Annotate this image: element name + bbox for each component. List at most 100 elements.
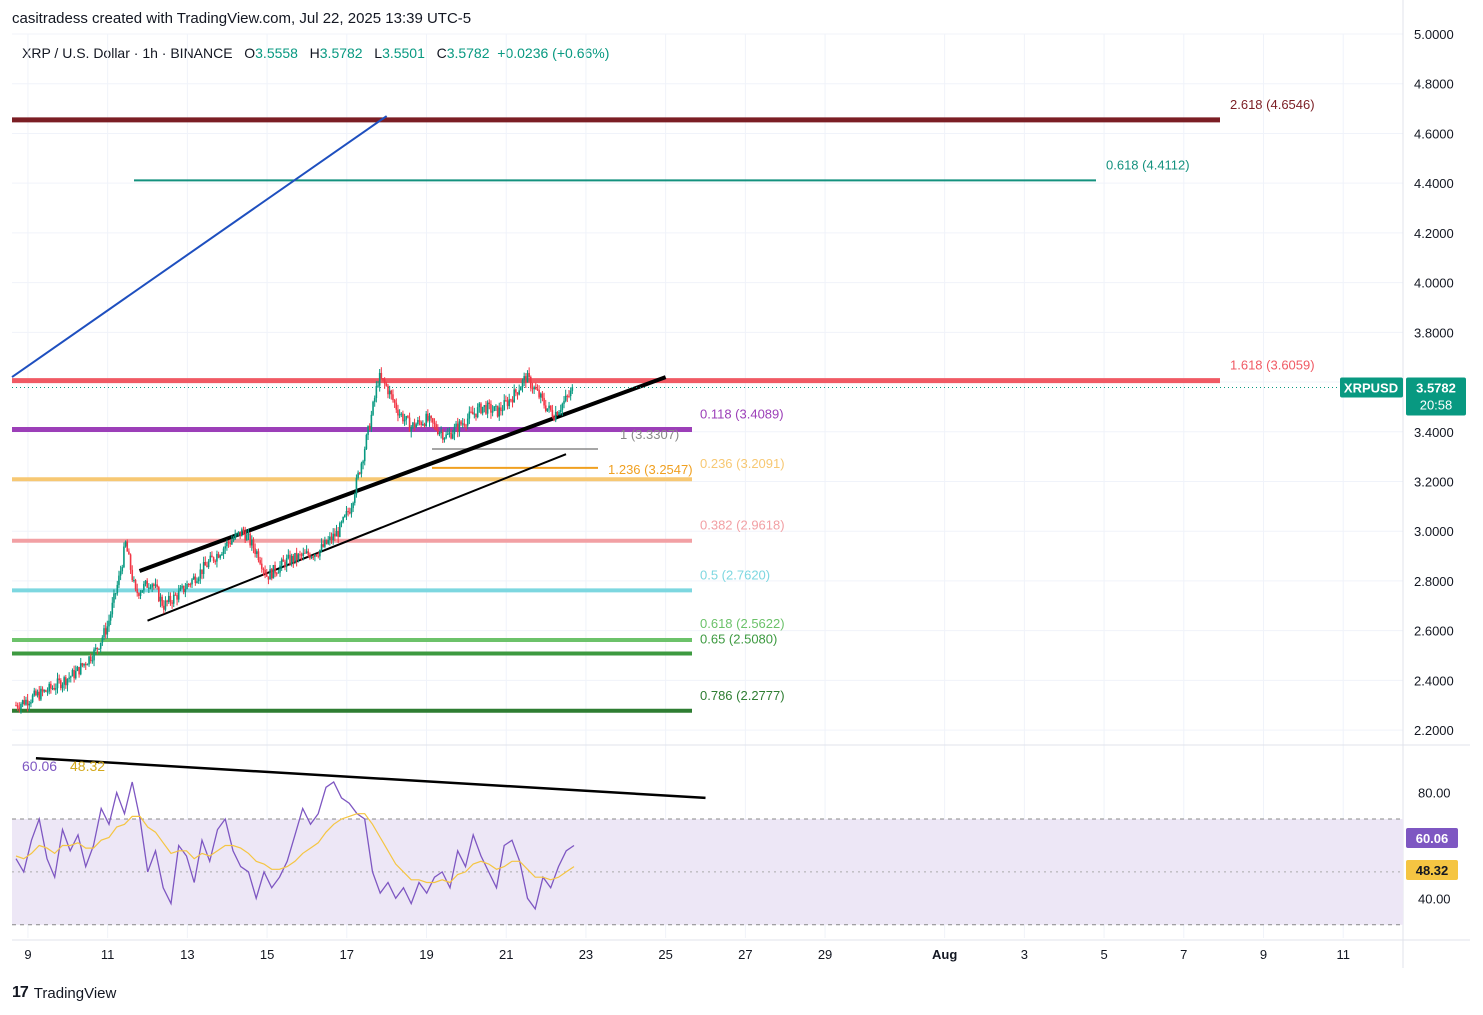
candle-body (255, 551, 258, 554)
candle-body (129, 554, 132, 570)
fib-level-label: 0.5 (2.7620) (700, 567, 770, 582)
candle-body (292, 555, 295, 563)
candle-body (473, 413, 476, 415)
candle-body (559, 409, 562, 412)
candle-body (418, 420, 421, 423)
candle-body (344, 515, 346, 518)
candle-body (508, 399, 511, 407)
candle-body (564, 395, 567, 401)
candle-body (510, 399, 512, 401)
candle-body (159, 596, 162, 602)
candle-body (528, 373, 530, 378)
low-label: L (374, 45, 383, 61)
candle-body (88, 656, 90, 665)
candle-body (370, 414, 373, 430)
candle-body (355, 477, 358, 495)
rsi-ma-tag-label: 48.32 (1416, 863, 1449, 878)
candle-body (138, 593, 140, 596)
candle-body (332, 533, 334, 541)
candle-body (221, 553, 223, 556)
candle-body (71, 670, 74, 677)
x-tick-label: Aug (932, 947, 957, 962)
candle-body (363, 449, 366, 462)
low-value: 3.5501 (382, 45, 425, 61)
fib-level-label: 1 (3.3307) (620, 427, 679, 442)
y-tick-label: 4.6000 (1414, 126, 1454, 141)
candle-body (566, 395, 569, 397)
candle-body (290, 555, 293, 565)
candle-body (538, 390, 540, 398)
price-tag (1406, 377, 1466, 416)
candle-body (330, 536, 333, 541)
candle-body (55, 688, 57, 690)
candle-body (164, 600, 167, 610)
candle-body (272, 565, 275, 579)
candle-body (432, 418, 434, 423)
candle-body (151, 584, 153, 588)
candle-body (103, 628, 105, 638)
candle-body (69, 676, 72, 678)
candle-body (315, 554, 318, 556)
candle-body (475, 413, 477, 418)
candle-body (50, 683, 52, 689)
fib-level-label: 1.236 (3.2547) (608, 462, 693, 477)
candle-body (187, 583, 190, 585)
candle-body (498, 407, 501, 417)
candle-body (61, 684, 64, 689)
candle-body (179, 587, 182, 591)
candle-body (520, 387, 522, 391)
candle-body (194, 576, 197, 583)
candle-body (204, 561, 207, 566)
candle-body (94, 647, 97, 650)
candle-body (267, 576, 270, 580)
symbol-name: XRP / U.S. Dollar · 1h · BINANCE (22, 45, 233, 61)
candle-body (312, 556, 315, 558)
candle-body (568, 395, 570, 397)
open-label: O (244, 45, 256, 61)
candle-body (554, 412, 557, 421)
candle-body (28, 703, 31, 706)
candle-body (246, 534, 248, 541)
candle-body (345, 511, 348, 516)
candle-body (495, 405, 497, 407)
candle-body (236, 533, 238, 535)
rsi-value-tag-label: 60.06 (1416, 831, 1449, 846)
candle-body (162, 605, 165, 610)
candle-body (254, 548, 256, 554)
candle-body (86, 664, 89, 666)
rsi-legend-value: 60.06 (22, 758, 57, 774)
candle-body (31, 695, 34, 703)
candle-body (264, 569, 266, 575)
candle-body (446, 433, 449, 435)
candle-body (259, 560, 261, 564)
candle-body (251, 539, 253, 546)
candle-body (101, 637, 104, 643)
candle-body (317, 555, 320, 557)
candle-body (491, 411, 494, 413)
candle-body (295, 552, 298, 561)
candle-body (460, 421, 462, 425)
candle-body (427, 413, 429, 421)
candle-body (420, 422, 422, 426)
candle-body (390, 390, 393, 395)
candle-body (485, 405, 487, 414)
candle-body (571, 387, 574, 391)
candle-body (128, 551, 130, 555)
candle-body (425, 413, 427, 427)
x-tick-label: 7 (1180, 947, 1187, 962)
candle-body (181, 585, 183, 588)
candle-body (280, 559, 283, 566)
x-tick-label: 23 (579, 947, 593, 962)
fib-level-label: 0.65 (2.5080) (700, 632, 777, 647)
candle-body (553, 416, 555, 421)
candle-body (480, 403, 482, 414)
candle-body (43, 690, 46, 692)
close-value: 3.5782 (446, 45, 490, 61)
footer-brand: TradingView (33, 984, 117, 1002)
trendline-channel-top (138, 375, 667, 573)
candle-body (289, 554, 291, 565)
candle-body (347, 511, 349, 513)
candle-body (73, 670, 75, 679)
candle-body (191, 579, 193, 585)
